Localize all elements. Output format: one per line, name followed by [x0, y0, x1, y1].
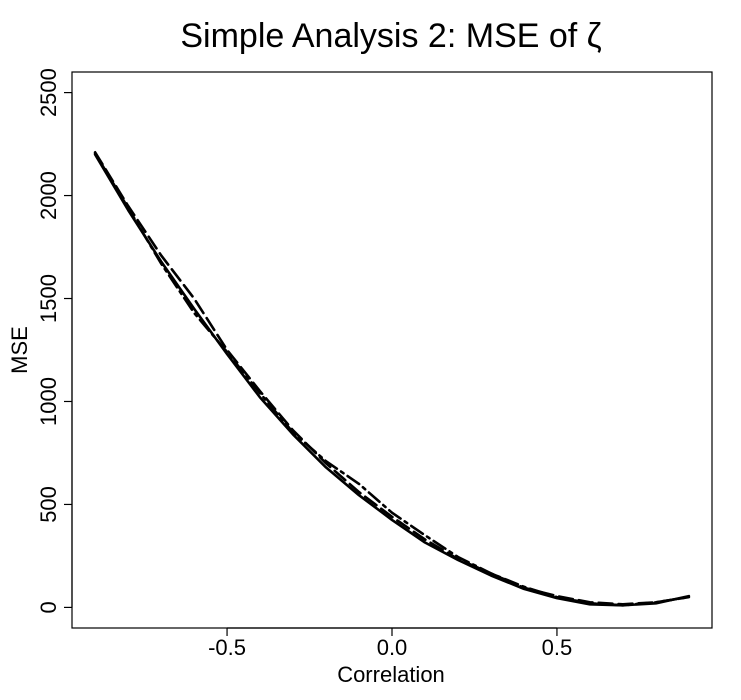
y-axis: 0 500 1000 1500 2000 2500: [36, 68, 73, 614]
chart-title: Simple Analysis 2: MSE of ζ: [180, 17, 601, 55]
y-tick-label: 2000: [36, 171, 61, 220]
y-tick-label: 2500: [36, 68, 61, 117]
x-tick-label: 0.5: [542, 635, 573, 660]
x-tick-label: -0.5: [208, 635, 246, 660]
series-line-solid: [93, 153, 691, 607]
series-line-dotdash: [93, 152, 691, 607]
x-tick-label: 0.0: [377, 635, 408, 660]
series-layer: [93, 151, 691, 607]
y-tick-label: 500: [36, 486, 61, 523]
y-tick-label: 1500: [36, 274, 61, 323]
y-tick-label: 0: [36, 601, 61, 613]
plot-frame: [71, 71, 713, 629]
x-axis: -0.5 0.0 0.5: [208, 627, 573, 660]
y-tick-label: 1000: [36, 377, 61, 426]
x-axis-label: Correlation: [337, 662, 445, 687]
series-line-dashed: [93, 151, 691, 606]
y-axis-label: MSE: [7, 326, 32, 374]
